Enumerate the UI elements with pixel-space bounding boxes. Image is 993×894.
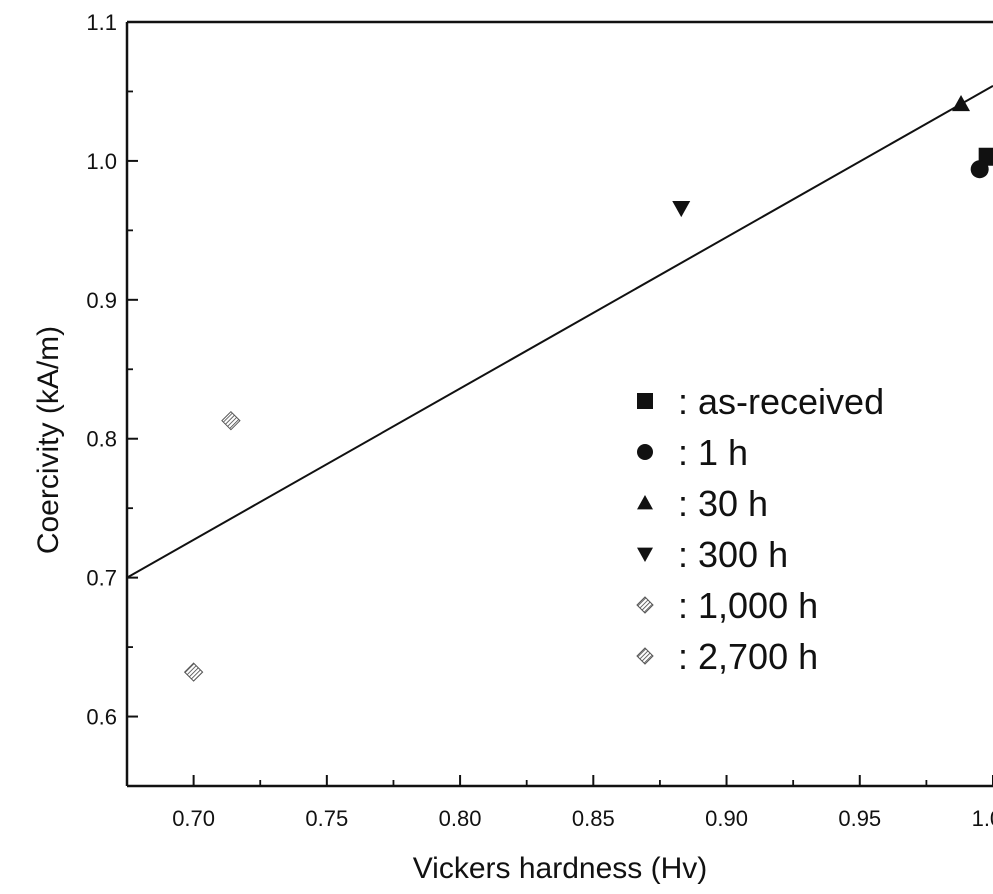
legend-marker	[637, 444, 653, 460]
x-axis-ticks: 0.70 0.75 0.80 0.85 0.90 0.95 1.00	[172, 775, 993, 831]
legend-marker	[637, 547, 653, 562]
x-tick-label: 0.70	[172, 806, 215, 831]
legend-label: : 1,000 h	[678, 585, 818, 626]
legend-marker	[636, 647, 654, 665]
x-tick-label: 0.95	[838, 806, 881, 831]
y-tick-label: 0.7	[86, 566, 117, 591]
data-point-circle	[970, 160, 989, 179]
y-tick-label: 0.6	[86, 705, 117, 730]
legend: : as-received : 1 h : 30 h : 300 h : 1,000 h…	[636, 381, 884, 677]
x-tick-label: 1.00	[972, 806, 993, 831]
fit-line	[126, 85, 993, 579]
x-axis-title: Vickers hardness (Hv)	[413, 852, 708, 885]
y-tick-label: 1.1	[86, 10, 117, 35]
y-axis-ticks: 0.6 0.7 0.8 0.9 1.0 1.1	[86, 10, 138, 730]
x-tick-label: 0.75	[305, 806, 348, 831]
legend-label: : 1 h	[678, 432, 748, 473]
data-point-triangle-down	[672, 200, 691, 218]
fit-line-group	[126, 85, 993, 579]
data-point-hatched-diamond	[183, 662, 204, 682]
legend-label: : 2,700 h	[678, 636, 818, 677]
y-tick-label: 0.8	[86, 427, 117, 452]
legend-label: : 30 h	[678, 483, 768, 524]
y-tick-label: 1.0	[86, 149, 117, 174]
data-point-hatched-diamond	[221, 410, 241, 431]
x-tick-label: 0.85	[572, 806, 615, 831]
legend-label: : as-received	[678, 381, 884, 422]
y-tick-label: 0.9	[86, 288, 117, 313]
legend-marker	[637, 393, 653, 409]
legend-marker	[637, 495, 653, 510]
data-points	[183, 94, 993, 682]
plot-axes	[125, 20, 993, 788]
x-tick-label: 0.80	[439, 806, 482, 831]
legend-marker	[636, 596, 654, 614]
y-axis-title: Coercivity (kA/m)	[32, 326, 65, 554]
data-point-triangle-up	[952, 94, 971, 112]
x-tick-label: 0.90	[705, 806, 748, 831]
legend-label: : 300 h	[678, 534, 788, 575]
